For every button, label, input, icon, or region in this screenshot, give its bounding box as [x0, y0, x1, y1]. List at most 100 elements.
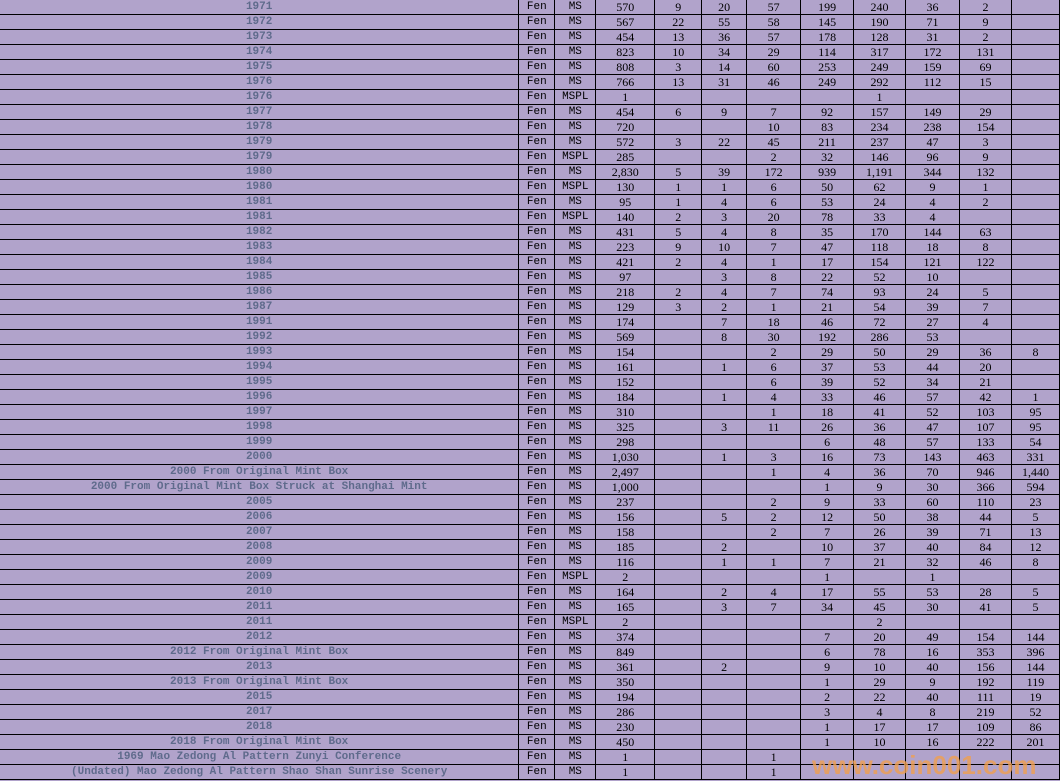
cell-count[interactable]: 35 [800, 224, 855, 240]
cell-grade[interactable]: MSPL [554, 89, 597, 105]
cell-total[interactable]: 164 [595, 584, 656, 600]
cell-count[interactable]: 146 [853, 149, 907, 165]
cell-denomination[interactable]: Fen [518, 164, 556, 180]
cell-count[interactable]: 4 [746, 389, 802, 405]
cell-count[interactable] [746, 629, 802, 645]
cell-count[interactable]: 22 [800, 269, 855, 285]
cell-count[interactable] [701, 569, 748, 585]
cell-total[interactable]: 161 [595, 359, 656, 375]
cell-count[interactable]: 78 [853, 644, 907, 660]
cell-count[interactable] [654, 614, 703, 630]
cell-count[interactable]: 16 [905, 734, 960, 750]
cell-total[interactable]: 129 [595, 299, 656, 315]
cell-label[interactable]: 1999 [0, 434, 520, 450]
cell-grade[interactable]: MS [554, 764, 597, 780]
cell-grade[interactable]: MS [554, 659, 597, 675]
cell-count[interactable]: 62 [853, 179, 907, 195]
cell-count[interactable] [1010, 209, 1060, 225]
cell-denomination[interactable]: Fen [518, 464, 556, 480]
cell-count[interactable]: 21 [853, 554, 907, 570]
cell-count[interactable]: 144 [1010, 629, 1060, 645]
cell-total[interactable]: 454 [595, 104, 656, 120]
cell-label[interactable]: 2009 [0, 569, 520, 585]
cell-label[interactable]: 2006 [0, 509, 520, 525]
cell-label[interactable]: 2007 [0, 524, 520, 540]
cell-count[interactable]: 95 [1010, 419, 1060, 435]
cell-denomination[interactable]: Fen [518, 254, 556, 270]
table-row[interactable]: 2011 Fen MS 165 3 7 34 45 30 41 5 [0, 599, 1060, 615]
cell-count[interactable]: 121 [905, 254, 960, 270]
table-row[interactable]: 2011 Fen MSPL 2 2 [0, 614, 1060, 630]
cell-grade[interactable]: MS [554, 239, 597, 255]
cell-label[interactable]: 1984 [0, 254, 520, 270]
cell-count[interactable]: 22 [701, 134, 748, 150]
cell-total[interactable]: 97 [595, 269, 656, 285]
cell-count[interactable] [958, 764, 1012, 780]
cell-count[interactable]: 7 [800, 629, 855, 645]
cell-count[interactable]: 44 [958, 509, 1012, 525]
cell-count[interactable]: 8 [958, 239, 1012, 255]
cell-count[interactable]: 154 [958, 119, 1012, 135]
cell-count[interactable] [701, 494, 748, 510]
cell-grade[interactable]: MS [554, 134, 597, 150]
cell-grade[interactable]: MS [554, 689, 597, 705]
cell-total[interactable]: 823 [595, 44, 656, 60]
cell-total[interactable]: 230 [595, 719, 656, 735]
cell-grade[interactable]: MS [554, 554, 597, 570]
cell-count[interactable]: 53 [905, 584, 960, 600]
cell-count[interactable]: 52 [853, 374, 907, 390]
cell-count[interactable]: 13 [1010, 524, 1060, 540]
cell-count[interactable]: 353 [958, 644, 1012, 660]
cell-count[interactable]: 46 [746, 74, 802, 90]
cell-count[interactable]: 1 [746, 554, 802, 570]
cell-denomination[interactable]: Fen [518, 224, 556, 240]
cell-grade[interactable]: MS [554, 719, 597, 735]
cell-count[interactable]: 39 [701, 164, 748, 180]
cell-denomination[interactable]: Fen [518, 284, 556, 300]
cell-count[interactable]: 41 [853, 404, 907, 420]
cell-total[interactable]: 849 [595, 644, 656, 660]
cell-count[interactable]: 50 [853, 344, 907, 360]
cell-denomination[interactable]: Fen [518, 269, 556, 285]
cell-label[interactable]: 1972 [0, 14, 520, 30]
cell-count[interactable]: 16 [905, 644, 960, 660]
cell-count[interactable]: 222 [958, 734, 1012, 750]
cell-count[interactable]: 53 [905, 329, 960, 345]
cell-count[interactable]: 39 [905, 524, 960, 540]
cell-count[interactable]: 1 [958, 179, 1012, 195]
cell-count[interactable] [905, 89, 960, 105]
cell-count[interactable]: 317 [853, 44, 907, 60]
cell-count[interactable]: 36 [958, 344, 1012, 360]
cell-total[interactable]: 454 [595, 29, 656, 45]
cell-count[interactable]: 40 [905, 539, 960, 555]
cell-count[interactable]: 46 [853, 389, 907, 405]
cell-count[interactable]: 3 [958, 134, 1012, 150]
cell-label[interactable]: 1973 [0, 29, 520, 45]
cell-label[interactable]: 1976 [0, 89, 520, 105]
cell-count[interactable]: 8 [746, 269, 802, 285]
cell-count[interactable]: 4 [701, 254, 748, 270]
cell-label[interactable]: 1977 [0, 104, 520, 120]
cell-count[interactable]: 192 [958, 674, 1012, 690]
cell-grade[interactable]: MS [554, 29, 597, 45]
cell-count[interactable]: 170 [853, 224, 907, 240]
cell-count[interactable]: 95 [1010, 404, 1060, 420]
cell-count[interactable]: 20 [746, 209, 802, 225]
cell-count[interactable]: 1 [800, 569, 855, 585]
cell-grade[interactable]: MS [554, 59, 597, 75]
cell-grade[interactable]: MS [554, 254, 597, 270]
cell-count[interactable] [746, 674, 802, 690]
cell-count[interactable] [701, 704, 748, 720]
cell-count[interactable]: 178 [800, 29, 855, 45]
table-row[interactable]: 1984 Fen MS 421 2 4 1 17 154 121 122 [0, 254, 1060, 270]
cell-grade[interactable]: MS [554, 629, 597, 645]
cell-count[interactable]: 41 [958, 599, 1012, 615]
cell-count[interactable]: 1 [800, 479, 855, 495]
cell-count[interactable]: 32 [800, 149, 855, 165]
cell-total[interactable]: 766 [595, 74, 656, 90]
cell-count[interactable]: 19 [1010, 689, 1060, 705]
cell-count[interactable]: 84 [958, 539, 1012, 555]
cell-count[interactable]: 4 [701, 284, 748, 300]
cell-count[interactable] [746, 569, 802, 585]
cell-count[interactable]: 16 [800, 449, 855, 465]
